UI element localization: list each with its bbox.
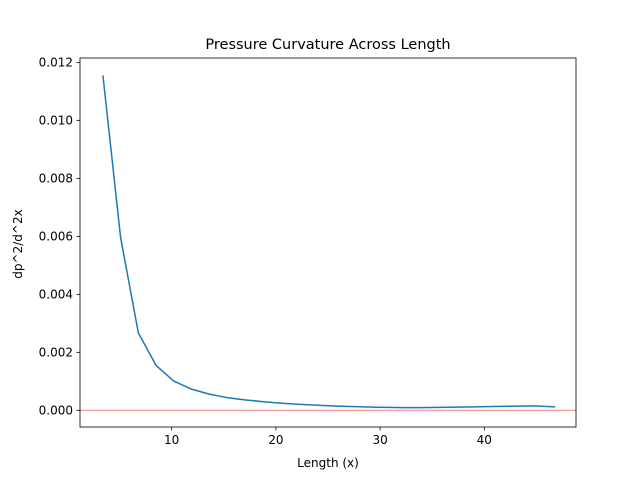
x-tick-label: 40 xyxy=(477,433,492,447)
y-tick-label: 0.006 xyxy=(39,230,73,244)
chart-title: Pressure Curvature Across Length xyxy=(205,37,450,53)
x-tick-label: 20 xyxy=(268,433,283,447)
axes-frame xyxy=(79,57,577,428)
y-tick-label: 0.008 xyxy=(39,172,73,186)
x-tick-label: 30 xyxy=(372,433,387,447)
y-axis-label: dp^2/d^2x xyxy=(11,209,25,278)
series-line xyxy=(102,75,556,409)
x-tick-label: 10 xyxy=(164,433,179,447)
y-tick-label: 0.004 xyxy=(39,288,73,302)
plot-area: 10 20 30 40 0.000 0.002 0.004 0.006 0.008 0.010 0.… xyxy=(39,56,577,447)
x-axis-label: Length (x) xyxy=(297,456,359,470)
y-tick-label: 0.010 xyxy=(39,114,73,128)
y-tick-label: 0.012 xyxy=(39,56,73,70)
y-tick-label: 0.002 xyxy=(39,346,73,360)
y-tick-label: 0.000 xyxy=(39,404,73,418)
